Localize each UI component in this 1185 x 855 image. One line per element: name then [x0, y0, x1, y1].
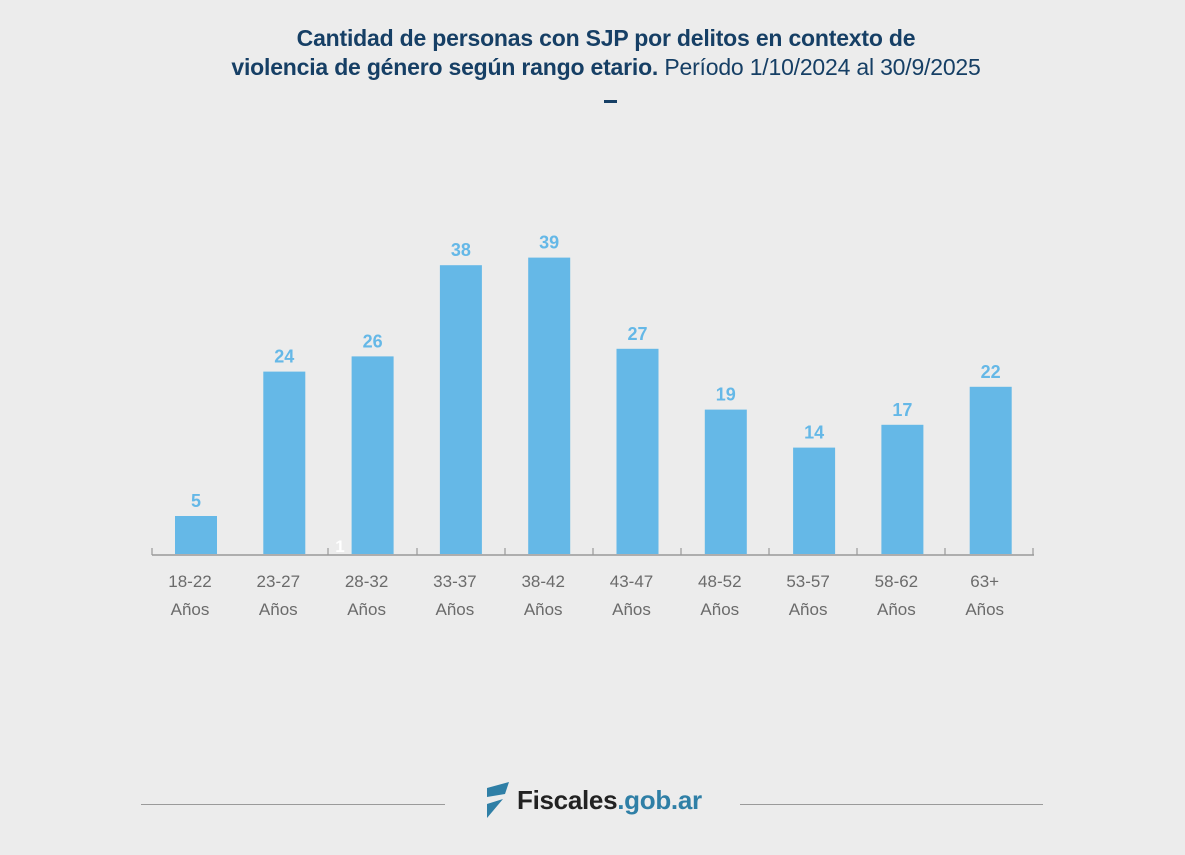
data-label: 27	[627, 324, 647, 344]
bar-53-57	[793, 447, 836, 554]
bar-43-47	[616, 348, 659, 554]
footer-divider-left	[141, 804, 445, 805]
x-tick-label-unit: Años	[171, 600, 210, 619]
data-label: 19	[716, 385, 736, 405]
data-label: 22	[981, 362, 1001, 382]
title-line-1: Cantidad de personas con SJP por delitos…	[296, 25, 916, 51]
fiscales-flag-icon	[487, 782, 509, 818]
bar-38-42	[528, 257, 571, 554]
logo-main-text: Fiscales	[517, 784, 618, 815]
x-tick-label: 48-52	[698, 572, 741, 591]
chart-title: Cantidad de personas con SJP por delitos…	[0, 24, 1185, 82]
bar-48-52	[704, 409, 747, 554]
x-tick-label: 33-37	[433, 572, 476, 591]
title-line-2: violencia de género según rango etario.	[231, 54, 659, 80]
data-label: 24	[274, 347, 294, 367]
bar-63+	[969, 386, 1012, 554]
bar-18-22	[175, 516, 217, 554]
x-tick-label: 58-62	[875, 572, 918, 591]
bar-28-32	[351, 356, 394, 554]
x-tick-label: 63+	[970, 572, 999, 591]
x-tick-label: 38-42	[521, 572, 564, 591]
x-tick-label: 23-27	[257, 572, 300, 591]
data-label: 39	[539, 233, 559, 253]
footer-divider-right	[740, 804, 1043, 805]
x-tick-label-unit: Años	[436, 600, 475, 619]
title-period: Período 1/10/2024 al 30/9/2025	[664, 54, 981, 80]
data-label: 5	[191, 491, 201, 511]
data-label: 14	[804, 423, 824, 443]
x-tick-label: 18-22	[168, 572, 211, 591]
data-label: 38	[451, 240, 471, 260]
stray-label: 1	[335, 537, 344, 556]
x-tick-label: 43-47	[610, 572, 653, 591]
x-tick-label-unit: Años	[524, 600, 563, 619]
x-tick-label-unit: Años	[700, 600, 739, 619]
x-tick-label-unit: Años	[259, 600, 298, 619]
data-label: 17	[892, 400, 912, 420]
bar-58-62	[881, 424, 924, 554]
logo-domain-text: .gob.ar	[617, 784, 702, 815]
title-dash-divider	[604, 100, 617, 103]
x-tick-label-unit: Años	[347, 600, 386, 619]
fiscales-logo: Fiscales.gob.ar	[485, 782, 702, 818]
bar-33-37	[439, 265, 482, 554]
x-tick-label-unit: Años	[877, 600, 916, 619]
x-tick-label: 28-32	[345, 572, 388, 591]
data-label: 26	[363, 331, 383, 351]
x-tick-label-unit: Años	[612, 600, 651, 619]
x-tick-label: 53-57	[786, 572, 829, 591]
x-tick-label-unit: Años	[965, 600, 1004, 619]
bar-23-27	[263, 371, 306, 554]
x-tick-label-unit: Años	[789, 600, 828, 619]
